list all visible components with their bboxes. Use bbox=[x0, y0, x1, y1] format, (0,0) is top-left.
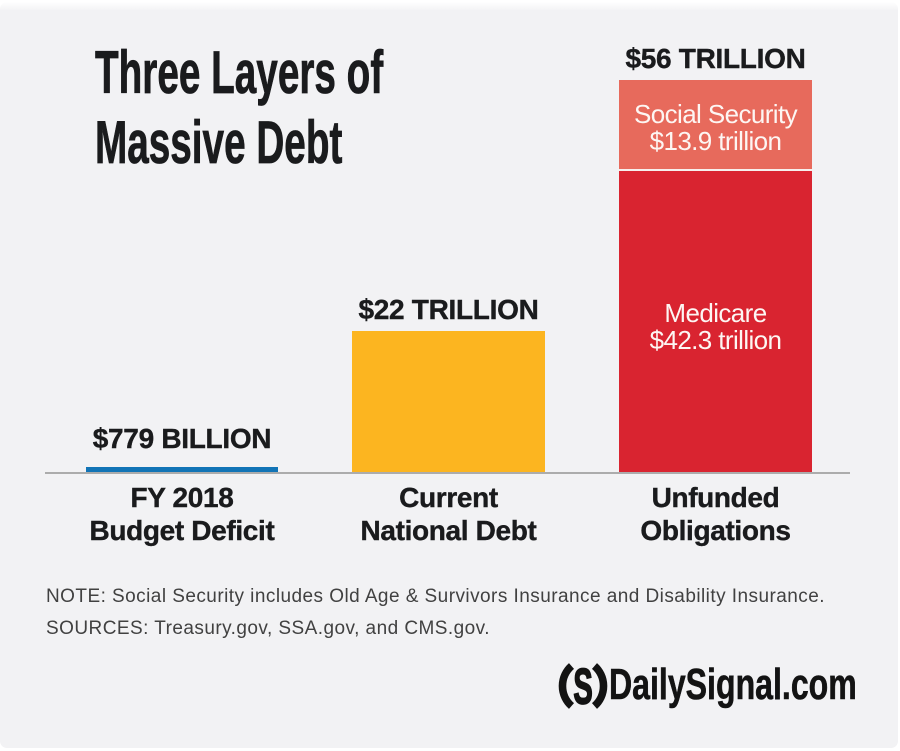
svg-text:S: S bbox=[573, 663, 592, 709]
